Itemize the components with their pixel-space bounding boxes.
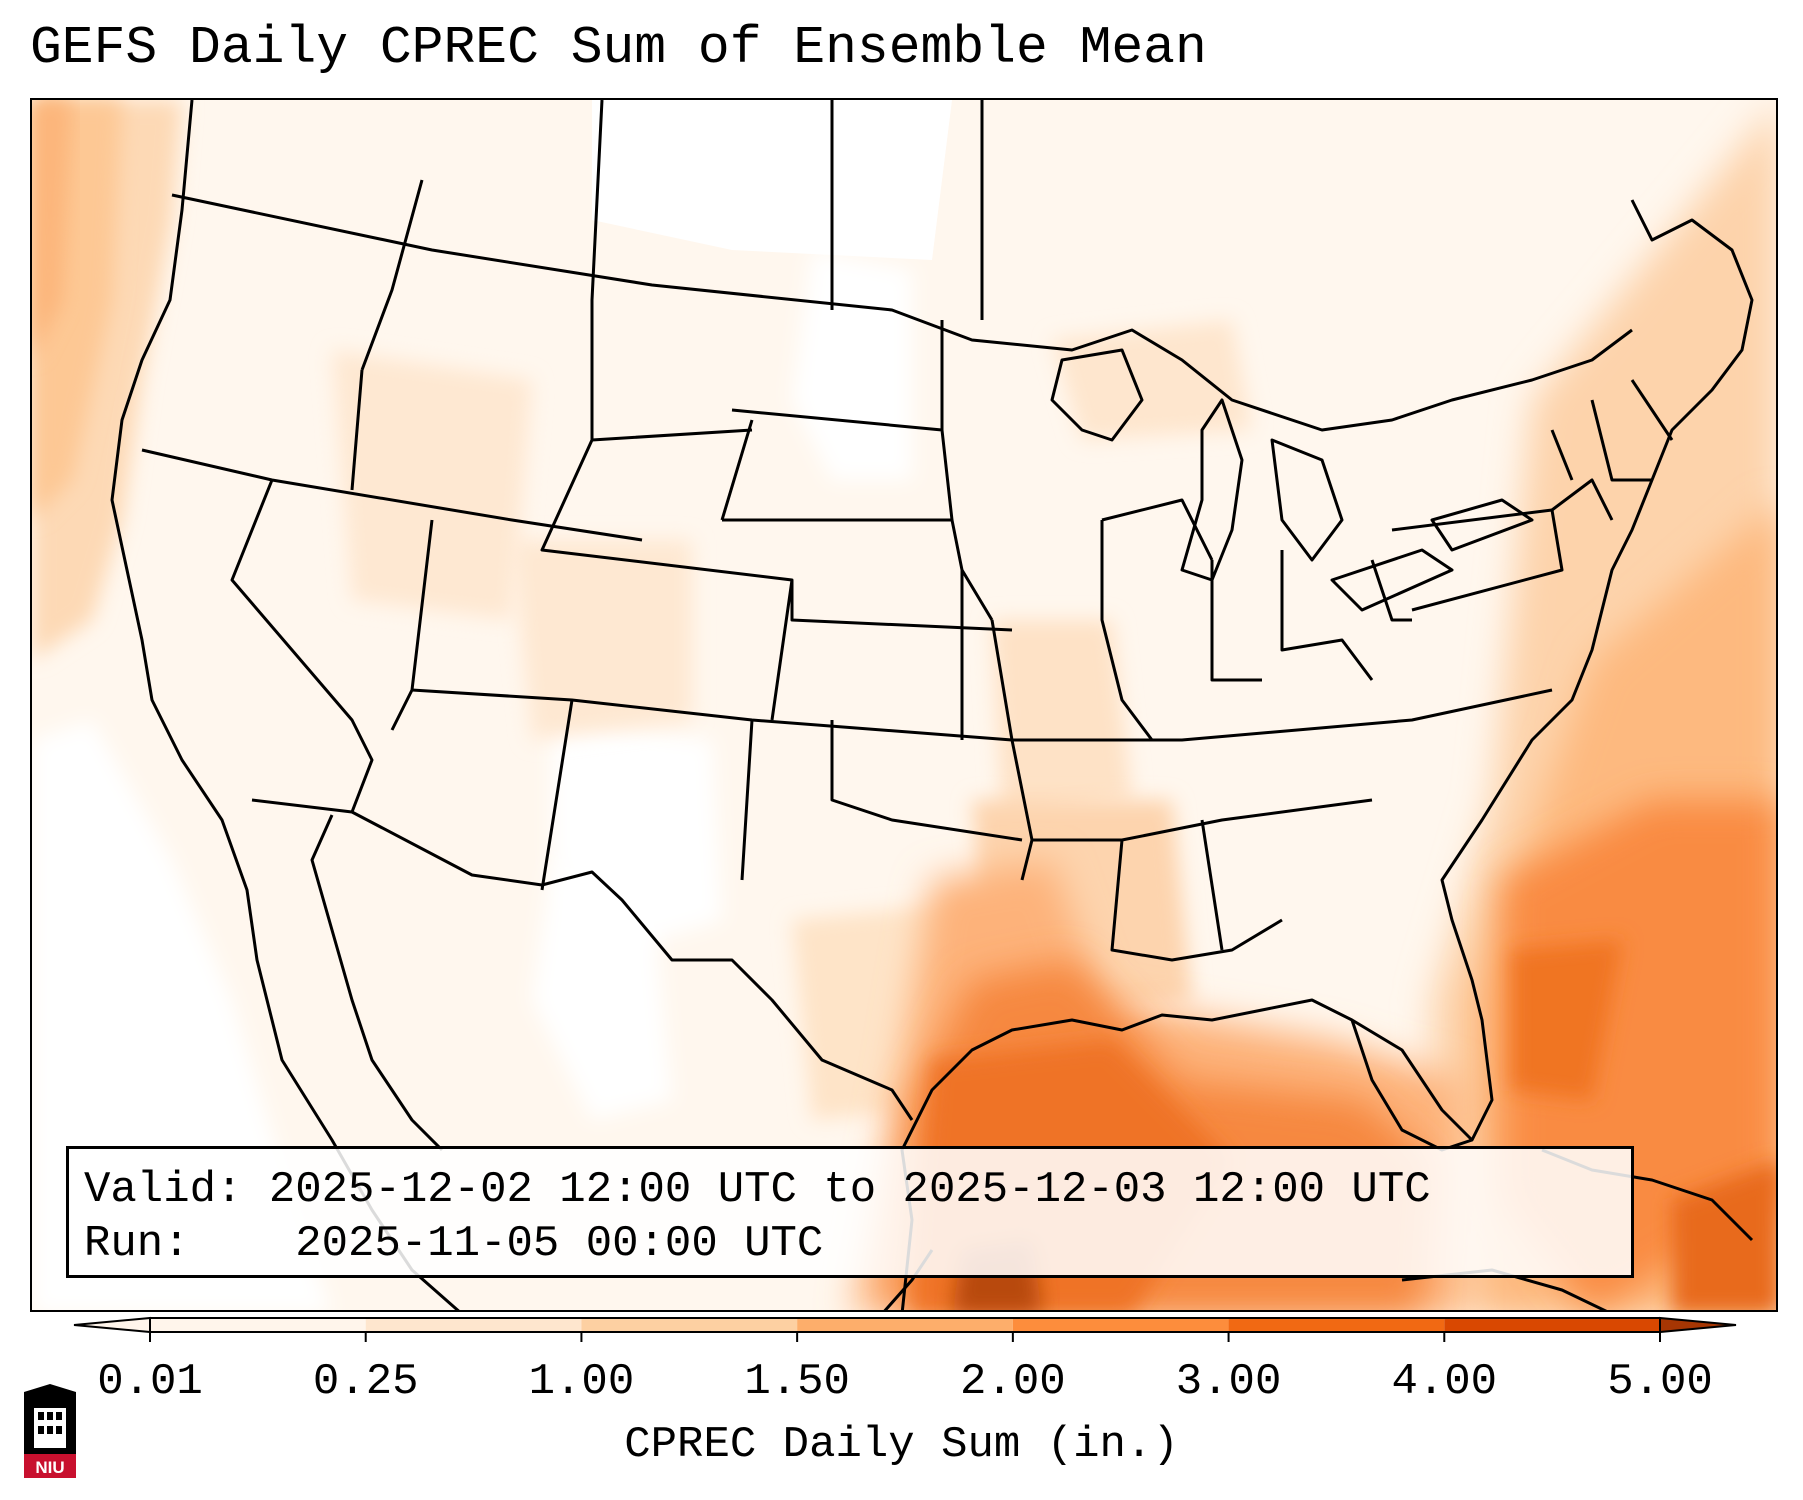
colorbar-segment xyxy=(1444,1318,1660,1332)
valid-label: Valid: xyxy=(84,1165,243,1215)
valid-time-range: 2025-12-02 12:00 UTC to 2025-12-03 12:00… xyxy=(268,1165,1431,1215)
run-label: Run: xyxy=(84,1219,190,1269)
colorbar-tick-label: 2.00 xyxy=(960,1357,1066,1407)
colorbar-segment xyxy=(365,1318,582,1332)
niu-logo-icon: NIU xyxy=(24,1384,76,1478)
precip-field xyxy=(32,100,1776,1310)
colorbar-segment xyxy=(581,1318,798,1332)
colorbar-segment xyxy=(797,1318,1013,1332)
colorbar-segment xyxy=(1012,1318,1229,1332)
map-frame xyxy=(30,98,1778,1312)
colorbar-tick-label: 4.00 xyxy=(1391,1357,1498,1407)
run-time: 2025-11-05 00:00 UTC xyxy=(295,1219,824,1269)
colorbar-tick-label: 5.00 xyxy=(1607,1357,1713,1407)
valid-run-info-box: Valid: 2025-12-02 12:00 UTC to 2025-12-0… xyxy=(66,1146,1634,1278)
colorbar-tick-label: 0.25 xyxy=(312,1357,419,1407)
colorbar-extend-low xyxy=(73,1316,151,1334)
colorbar-tick-label: 3.00 xyxy=(1175,1357,1282,1407)
map-title: GEFS Daily CPREC Sum of Ensemble Mean xyxy=(30,18,1207,78)
colorbar-tick-label: 1.50 xyxy=(744,1357,850,1407)
colorbar-extend-high xyxy=(1659,1316,1737,1334)
colorbar-tick-label: 0.01 xyxy=(97,1357,203,1407)
precip-map xyxy=(32,100,1776,1310)
colorbar xyxy=(73,1316,1737,1342)
colorbar-segment xyxy=(150,1318,366,1332)
colorbar-segment xyxy=(1228,1318,1445,1332)
colorbar-label: CPREC Daily Sum (in.) xyxy=(624,1420,1179,1470)
logo-text: NIU xyxy=(35,1458,64,1477)
colorbar-tick-label: 1.00 xyxy=(528,1357,635,1407)
boundaries xyxy=(141,100,1674,1121)
